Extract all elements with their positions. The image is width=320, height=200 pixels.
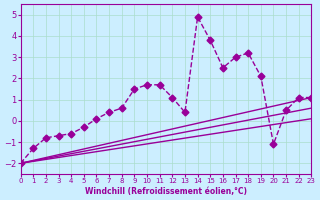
X-axis label: Windchill (Refroidissement éolien,°C): Windchill (Refroidissement éolien,°C) (85, 187, 247, 196)
